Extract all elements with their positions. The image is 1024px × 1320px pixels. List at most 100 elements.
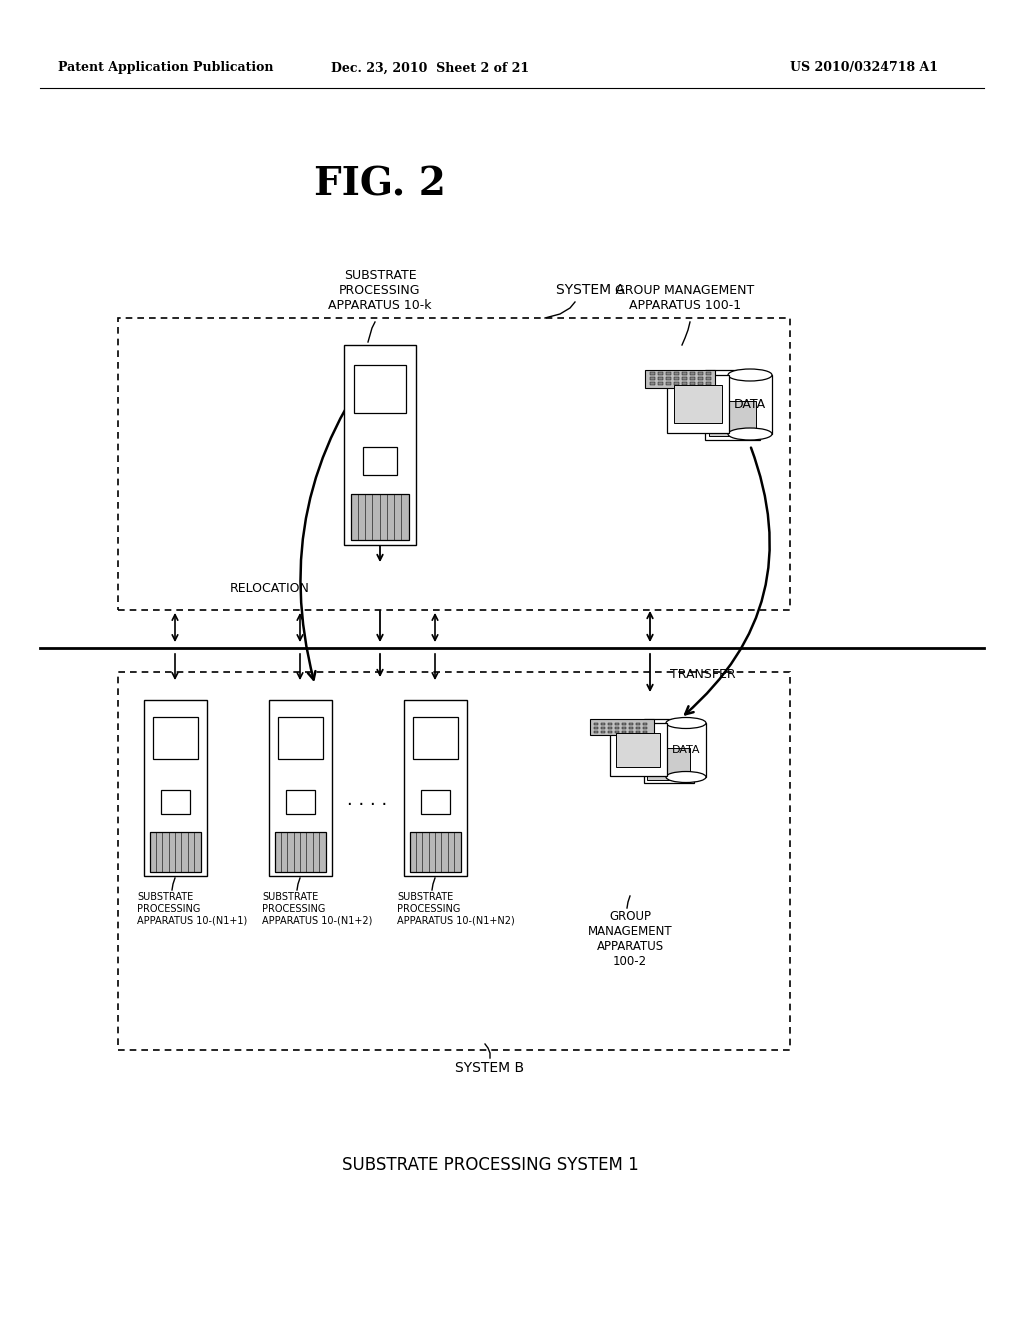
Bar bbox=[594, 723, 598, 725]
Bar bbox=[150, 832, 201, 873]
Bar bbox=[636, 723, 640, 725]
Bar bbox=[362, 447, 397, 475]
Bar bbox=[682, 372, 687, 375]
Bar bbox=[269, 700, 332, 876]
Text: SYSTEM B: SYSTEM B bbox=[456, 1061, 524, 1074]
Bar bbox=[622, 731, 626, 733]
Text: DATA: DATA bbox=[734, 399, 766, 412]
Bar bbox=[275, 832, 326, 873]
Text: SUBSTRATE
PROCESSING
APPARATUS 10-(N1+1): SUBSTRATE PROCESSING APPARATUS 10-(N1+1) bbox=[137, 892, 247, 925]
Bar bbox=[594, 727, 598, 729]
Text: . . . .: . . . . bbox=[347, 791, 387, 809]
Bar bbox=[594, 731, 598, 733]
Text: SUBSTRATE
PROCESSING
APPARATUS 10-(N1+N2): SUBSTRATE PROCESSING APPARATUS 10-(N1+N2… bbox=[397, 892, 515, 925]
Bar bbox=[616, 733, 660, 767]
Bar bbox=[608, 731, 612, 733]
Bar bbox=[666, 372, 671, 375]
Bar bbox=[601, 731, 605, 733]
Bar bbox=[690, 378, 695, 380]
Bar bbox=[658, 372, 663, 375]
Text: SUBSTRATE
PROCESSING
APPARATUS 10-(N1+2): SUBSTRATE PROCESSING APPARATUS 10-(N1+2) bbox=[262, 892, 373, 925]
Bar bbox=[354, 366, 406, 413]
Bar bbox=[645, 370, 715, 388]
Bar bbox=[629, 723, 633, 725]
Bar bbox=[351, 494, 409, 540]
Bar bbox=[667, 375, 729, 433]
Bar bbox=[674, 381, 679, 385]
Text: DATA: DATA bbox=[672, 744, 700, 755]
Text: SUBSTRATE PROCESSING SYSTEM 1: SUBSTRATE PROCESSING SYSTEM 1 bbox=[342, 1156, 638, 1173]
Bar bbox=[709, 401, 756, 436]
Bar bbox=[690, 381, 695, 385]
Bar bbox=[728, 375, 772, 434]
Bar bbox=[682, 378, 687, 380]
Bar bbox=[601, 727, 605, 729]
Bar bbox=[682, 381, 687, 385]
Ellipse shape bbox=[666, 771, 706, 783]
Bar bbox=[674, 372, 679, 375]
Bar bbox=[286, 789, 315, 814]
Ellipse shape bbox=[666, 718, 706, 729]
Bar bbox=[666, 723, 706, 777]
Text: GROUP
MANAGEMENT
APPARATUS
100-2: GROUP MANAGEMENT APPARATUS 100-2 bbox=[588, 909, 673, 968]
Bar bbox=[674, 378, 679, 380]
Bar bbox=[706, 378, 711, 380]
Bar bbox=[629, 731, 633, 733]
Bar bbox=[610, 723, 667, 776]
Bar bbox=[608, 723, 612, 725]
Bar bbox=[161, 789, 190, 814]
Bar bbox=[643, 723, 647, 725]
Bar bbox=[622, 727, 626, 729]
Bar bbox=[344, 345, 416, 545]
Bar bbox=[615, 723, 618, 725]
Ellipse shape bbox=[728, 370, 772, 381]
Text: FIG. 2: FIG. 2 bbox=[314, 166, 445, 205]
Bar bbox=[658, 381, 663, 385]
Bar bbox=[698, 372, 703, 375]
Bar bbox=[698, 378, 703, 380]
Bar bbox=[647, 748, 690, 780]
Bar bbox=[698, 381, 703, 385]
Bar bbox=[615, 727, 618, 729]
Bar bbox=[413, 717, 458, 759]
Bar bbox=[705, 370, 760, 440]
Text: Dec. 23, 2010  Sheet 2 of 21: Dec. 23, 2010 Sheet 2 of 21 bbox=[331, 62, 529, 74]
Bar bbox=[636, 731, 640, 733]
Bar bbox=[666, 381, 671, 385]
Bar bbox=[615, 731, 618, 733]
Bar bbox=[650, 381, 655, 385]
Ellipse shape bbox=[728, 428, 772, 440]
Bar bbox=[658, 378, 663, 380]
Text: SYSTEM A: SYSTEM A bbox=[555, 282, 625, 297]
Bar bbox=[643, 731, 647, 733]
Bar bbox=[118, 672, 790, 1049]
Bar bbox=[706, 372, 711, 375]
Bar bbox=[608, 727, 612, 729]
Text: RELOCATION: RELOCATION bbox=[230, 582, 310, 594]
Bar bbox=[690, 372, 695, 375]
Bar bbox=[410, 832, 461, 873]
Bar bbox=[144, 700, 207, 876]
Bar bbox=[666, 378, 671, 380]
Bar bbox=[153, 717, 198, 759]
Bar bbox=[118, 318, 790, 610]
Bar bbox=[643, 727, 647, 729]
Bar bbox=[590, 719, 654, 735]
Bar bbox=[404, 700, 467, 876]
Bar bbox=[644, 719, 694, 783]
Text: GROUP MANAGEMENT
APPARATUS 100-1: GROUP MANAGEMENT APPARATUS 100-1 bbox=[615, 284, 755, 312]
Bar bbox=[636, 727, 640, 729]
Bar bbox=[674, 385, 722, 422]
Bar bbox=[706, 381, 711, 385]
Bar bbox=[601, 723, 605, 725]
Bar bbox=[622, 723, 626, 725]
Bar bbox=[421, 789, 450, 814]
Text: Patent Application Publication: Patent Application Publication bbox=[58, 62, 273, 74]
Bar bbox=[650, 372, 655, 375]
Bar bbox=[650, 378, 655, 380]
Bar bbox=[278, 717, 323, 759]
Text: US 2010/0324718 A1: US 2010/0324718 A1 bbox=[790, 62, 938, 74]
Text: SUBSTRATE
PROCESSING
APPARATUS 10-k: SUBSTRATE PROCESSING APPARATUS 10-k bbox=[329, 269, 432, 312]
Text: TRANSFER: TRANSFER bbox=[670, 668, 735, 681]
Bar bbox=[629, 727, 633, 729]
